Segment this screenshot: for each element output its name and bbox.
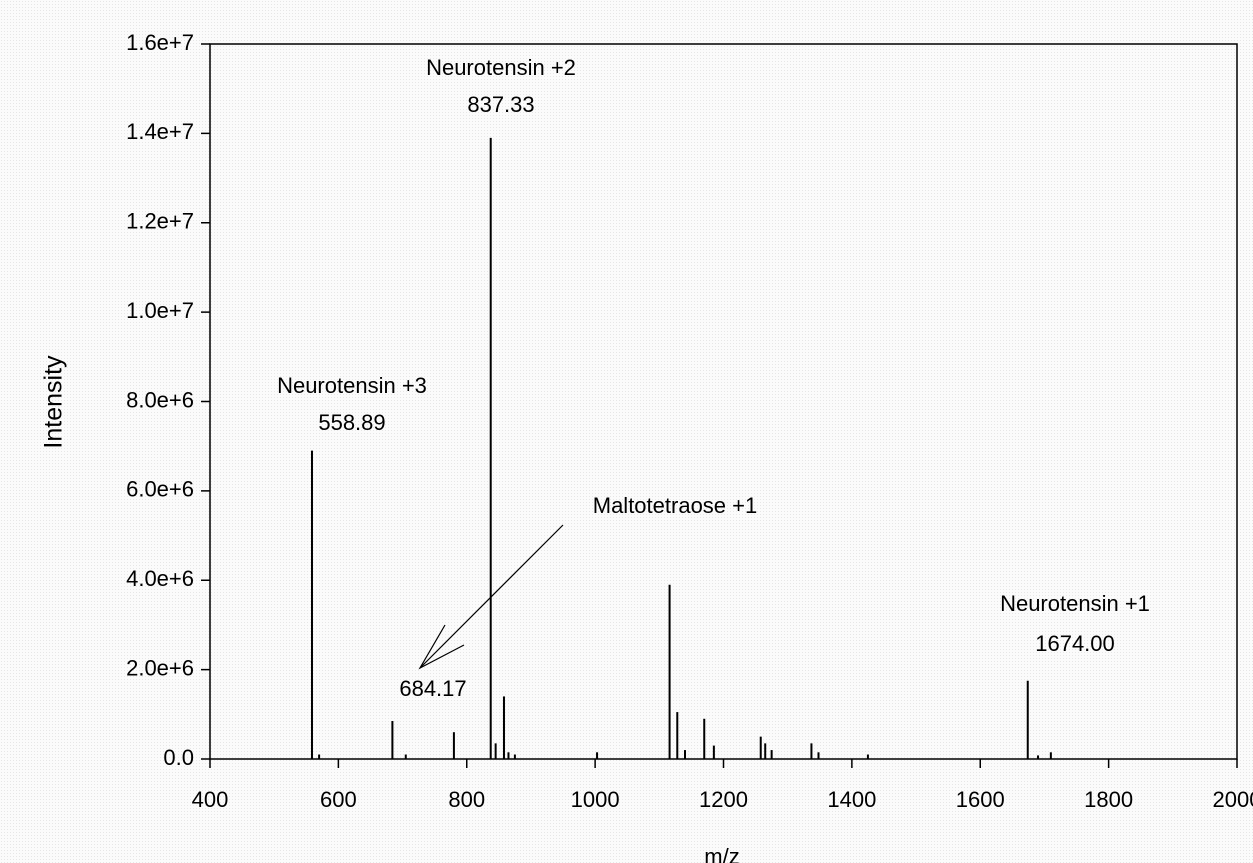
x-axis-title: m/z	[704, 844, 739, 863]
x-tick-label: 1200	[699, 787, 748, 812]
y-tick-label: 0.0	[163, 745, 194, 770]
y-tick-label: 4.0e+6	[126, 566, 194, 591]
y-tick-label: 1.4e+7	[126, 119, 194, 144]
y-tick-label: 1.2e+7	[126, 209, 194, 234]
y-tick-label: 8.0e+6	[126, 387, 194, 412]
x-tick-label: 1000	[571, 787, 620, 812]
y-tick-label: 6.0e+6	[126, 477, 194, 502]
x-tick-label: 800	[448, 787, 485, 812]
y-tick-label: 1.0e+7	[126, 298, 194, 323]
annotation-value: 558.89	[318, 410, 385, 435]
x-tick-label: 1600	[956, 787, 1005, 812]
annotation-label: Neurotensin +3	[277, 373, 427, 398]
arrow-head	[418, 624, 465, 670]
x-tick-label: 1800	[1084, 787, 1133, 812]
annotation-label: Neurotensin +2	[426, 55, 576, 80]
x-tick-label: 600	[320, 787, 357, 812]
x-tick-label: 400	[192, 787, 229, 812]
y-tick-label: 2.0e+6	[126, 655, 194, 680]
x-tick-label: 2000	[1213, 787, 1253, 812]
y-tick-label: 1.6e+7	[126, 30, 194, 55]
y-axis-title: Intensity	[40, 355, 68, 449]
annotation-arrow	[419, 524, 564, 669]
annotation-value: 837.33	[467, 92, 534, 117]
annotation-value: 684.17	[399, 676, 466, 701]
annotation-label: Neurotensin +1	[1000, 591, 1150, 616]
x-tick-label: 1400	[827, 787, 876, 812]
annotation-label: Maltotetraose +1	[593, 493, 757, 518]
annotation-value: 1674.00	[1035, 631, 1115, 656]
